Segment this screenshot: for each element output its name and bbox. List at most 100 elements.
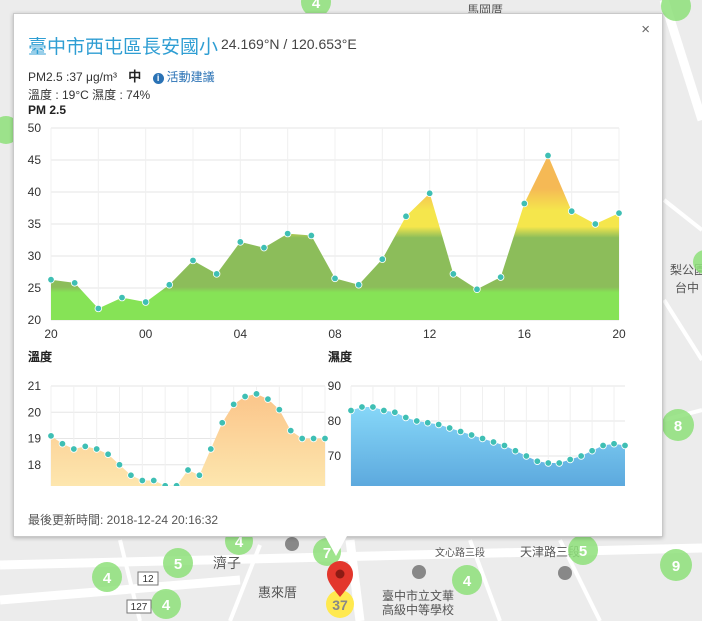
data-point[interactable]: [425, 189, 434, 197]
data-point[interactable]: [449, 270, 458, 278]
selected-marker-value[interactable]: 37: [332, 597, 348, 613]
cluster-count[interactable]: 9: [672, 558, 680, 575]
station-popup: 臺中市西屯區長安國小 24.169°N / 120.653°E × PM2.5 …: [13, 13, 663, 537]
data-point[interactable]: [522, 452, 531, 460]
data-point[interactable]: [456, 427, 465, 436]
data-point[interactable]: [354, 281, 363, 289]
data-point[interactable]: [621, 441, 629, 450]
data-point[interactable]: [610, 440, 618, 448]
station-title[interactable]: 臺中市西屯區長安國小: [28, 37, 219, 58]
data-point[interactable]: [577, 452, 585, 460]
cluster-count[interactable]: 4: [103, 570, 112, 587]
data-point[interactable]: [445, 424, 454, 432]
data-point[interactable]: [47, 275, 55, 284]
data-point[interactable]: [81, 442, 89, 451]
cluster-count[interactable]: 4: [235, 534, 244, 551]
data-point[interactable]: [218, 419, 226, 427]
data-point[interactable]: [413, 417, 421, 425]
data-point[interactable]: [309, 434, 318, 443]
data-point[interactable]: [402, 413, 410, 422]
data-point[interactable]: [104, 450, 112, 458]
data-point[interactable]: [150, 476, 158, 485]
data-point[interactable]: [165, 281, 174, 289]
data-point[interactable]: [283, 229, 292, 238]
data-point[interactable]: [70, 279, 79, 287]
cluster-count[interactable]: 4: [162, 597, 171, 614]
data-point[interactable]: [260, 243, 268, 252]
data-point[interactable]: [92, 445, 101, 453]
data-point[interactable]: [566, 455, 574, 464]
data-point[interactable]: [321, 434, 329, 443]
data-point[interactable]: [467, 431, 476, 439]
info-icon[interactable]: i: [152, 73, 164, 84]
y-tick-label: 50: [28, 121, 42, 135]
data-point[interactable]: [555, 459, 563, 467]
data-point[interactable]: [298, 434, 306, 443]
data-point[interactable]: [141, 298, 150, 306]
data-point[interactable]: [424, 419, 432, 427]
x-tick-label: 08: [328, 327, 342, 341]
data-point[interactable]: [511, 447, 520, 455]
poi-icon[interactable]: [558, 566, 572, 580]
cluster-count[interactable]: 8: [674, 418, 682, 435]
data-point[interactable]: [252, 390, 261, 398]
data-point[interactable]: [229, 400, 238, 409]
cluster-count[interactable]: 5: [579, 543, 587, 560]
data-point[interactable]: [599, 441, 607, 450]
data-point[interactable]: [236, 238, 245, 246]
data-point[interactable]: [478, 434, 487, 443]
data-point[interactable]: [380, 406, 388, 415]
data-point[interactable]: [347, 406, 355, 415]
map-pin-icon[interactable]: [327, 561, 353, 597]
data-point[interactable]: [241, 392, 249, 401]
data-point[interactable]: [544, 151, 552, 160]
data-point[interactable]: [70, 445, 78, 453]
data-point[interactable]: [496, 273, 505, 281]
station-coords: 24.169°N / 120.653°E: [221, 36, 357, 52]
cluster-count[interactable]: 4: [463, 573, 472, 590]
data-point[interactable]: [402, 212, 410, 221]
data-point[interactable]: [544, 459, 552, 467]
data-point[interactable]: [118, 293, 126, 302]
poi-icon[interactable]: [412, 565, 426, 579]
data-point[interactable]: [567, 207, 576, 215]
data-point[interactable]: [369, 403, 377, 411]
data-point[interactable]: [500, 441, 509, 450]
cluster-count[interactable]: 4: [312, 0, 321, 12]
cluster-count[interactable]: 5: [174, 556, 182, 573]
data-point[interactable]: [207, 445, 215, 453]
data-point[interactable]: [473, 285, 481, 293]
data-point[interactable]: [161, 482, 169, 486]
data-point[interactable]: [138, 476, 147, 485]
close-icon[interactable]: ×: [641, 21, 650, 38]
data-point[interactable]: [195, 471, 204, 479]
poi-icon[interactable]: [285, 537, 299, 551]
data-point[interactable]: [307, 231, 316, 240]
data-point[interactable]: [588, 447, 596, 455]
data-point[interactable]: [434, 420, 443, 429]
data-point[interactable]: [591, 220, 600, 228]
data-point[interactable]: [264, 395, 272, 403]
data-point[interactable]: [615, 209, 623, 217]
data-point[interactable]: [275, 405, 284, 414]
data-point[interactable]: [489, 438, 498, 446]
data-point[interactable]: [287, 426, 295, 435]
data-point[interactable]: [189, 256, 197, 265]
data-point[interactable]: [58, 440, 67, 448]
data-point[interactable]: [94, 304, 103, 313]
data-point[interactable]: [533, 457, 542, 465]
data-point[interactable]: [115, 461, 124, 469]
data-point[interactable]: [172, 482, 181, 486]
data-point[interactable]: [127, 471, 135, 479]
data-point[interactable]: [391, 408, 399, 416]
advice-link[interactable]: 活動建議: [166, 70, 215, 84]
data-point[interactable]: [212, 270, 221, 278]
data-point[interactable]: [358, 403, 366, 411]
data-point[interactable]: [520, 199, 529, 208]
data-point[interactable]: [331, 274, 339, 283]
data-point[interactable]: [47, 432, 55, 440]
data-point[interactable]: [184, 466, 192, 474]
y-tick-label: 40: [28, 185, 42, 199]
pm25-value: PM2.5 :37 μg/m³: [28, 70, 117, 84]
data-point[interactable]: [378, 255, 387, 263]
